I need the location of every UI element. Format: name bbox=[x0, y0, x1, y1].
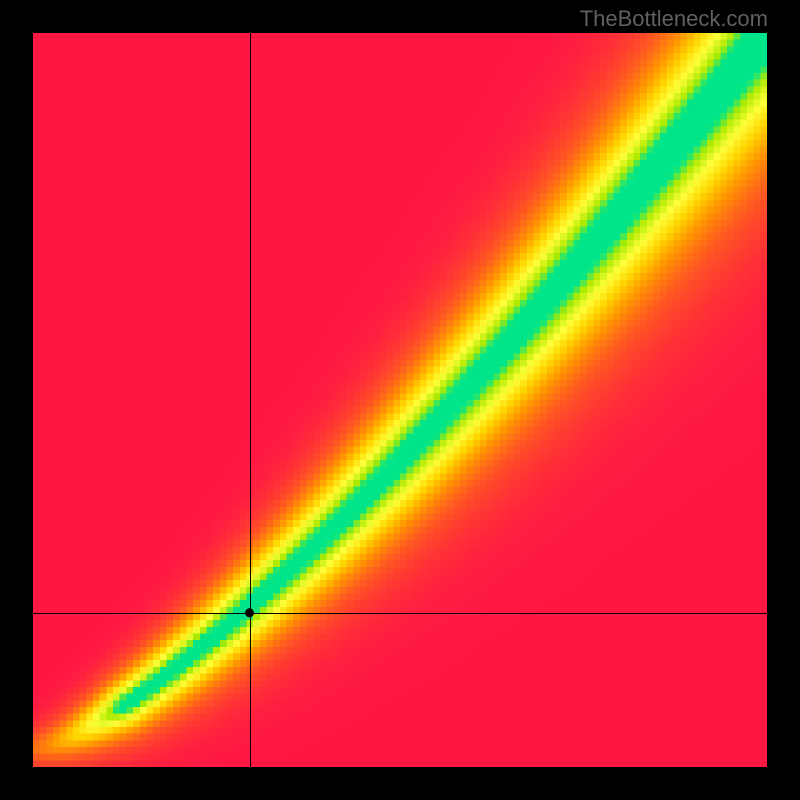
frame-border-bottom bbox=[0, 767, 800, 800]
frame-border-right bbox=[767, 33, 800, 767]
crosshair-overlay bbox=[33, 33, 767, 767]
frame-border-left bbox=[0, 33, 33, 767]
watermark-label: TheBottleneck.com bbox=[580, 6, 768, 32]
